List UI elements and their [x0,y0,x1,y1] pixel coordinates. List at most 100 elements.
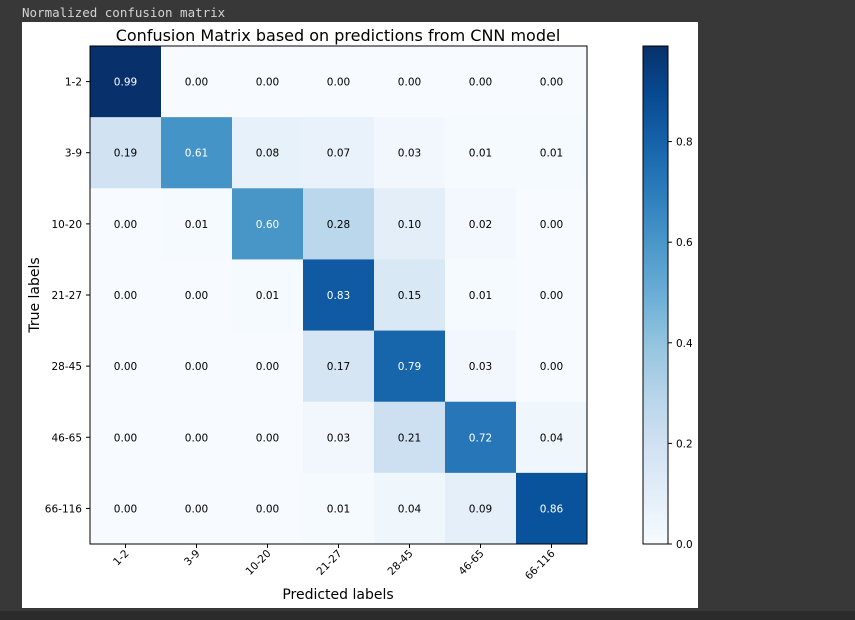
cell-value-label: 0.00 [540,290,563,302]
matrix-cell-3-3 [303,259,375,332]
cell-value-label: 0.00 [256,77,279,89]
matrix-cell-0-4 [374,46,446,118]
cell-value-label: 0.60 [256,219,279,231]
colorbar-tick-label: 0.4 [676,338,693,350]
matrix-cell-5-6 [516,401,588,474]
matrix-cell-4-6 [516,330,588,403]
cell-value-label: 0.61 [185,148,208,160]
x-tick-label: 10-20 [244,548,274,578]
y-tick-label: 46-65 [51,432,82,444]
matrix-cell-6-1 [161,472,233,545]
cell-value-label: 0.28 [327,219,350,231]
cell-value-label: 0.15 [398,290,421,302]
cell-value-label: 0.02 [469,219,492,231]
matrix-cell-1-6 [516,117,588,189]
matrix-cell-6-3 [303,472,375,545]
matrix-cell-2-4 [374,188,446,260]
matrix-cell-5-2 [232,401,304,474]
confusion-matrix-chart: Confusion Matrix based on predictions fr… [27,26,693,603]
cell-value-label: 0.00 [256,361,279,373]
matrix-cell-2-0 [90,188,162,260]
cell-value-label: 0.01 [469,148,492,160]
y-axis-ticks: 1-2 3-9 10-20 21-27 28-45 46-65 66-116 [45,77,90,515]
matrix-cell-6-6 [516,472,588,545]
matrix-cell-6-2 [232,472,304,545]
cell-value-label: 0.99 [114,77,137,89]
colorbar-tick-label: 0.8 [676,137,693,149]
cell-value-label: 0.03 [398,148,421,160]
x-tick-label: 66-116 [523,547,558,582]
matrix-cell-2-3 [303,188,375,260]
cell-value-label: 0.01 [185,219,208,231]
matrix-cell-3-6 [516,259,588,332]
x-tick-label: 28-45 [386,548,416,578]
matrix-cell-1-3 [303,117,375,189]
matrix-cell-3-0 [90,259,162,332]
matrix-cell-1-1 [161,117,233,189]
matrix-cell-5-0 [90,401,162,474]
bottom-strip [0,611,855,620]
cell-value-label: 0.08 [256,148,279,160]
cell-value-label: 0.00 [185,77,208,89]
cell-value-label: 0.00 [327,77,350,89]
matrix-cell-1-5 [445,117,517,189]
matrix-cell-0-1 [161,46,233,118]
cell-value-label: 0.00 [469,77,492,89]
cell-value-label: 0.04 [398,503,422,515]
matrix-cell-6-0 [90,472,162,545]
figure-canvas: Confusion Matrix based on predictions fr… [22,22,698,608]
matrix-cell-1-0 [90,117,162,189]
colorbar-tick-label: 0.2 [676,438,693,450]
cell-value-label: 0.10 [398,219,421,231]
y-tick-label: 1-2 [65,77,82,89]
y-tick-label: 21-27 [51,290,82,302]
y-tick-label: 10-20 [51,219,82,231]
cell-value-label: 0.09 [469,503,492,515]
matrix-cell-0-3 [303,46,375,118]
matrix-cell-0-0 [90,46,162,118]
matrix-cell-5-3 [303,401,375,474]
cell-value-label: 0.01 [327,503,350,515]
matrix-cell-4-4 [374,330,446,403]
cell-value-label: 0.03 [327,432,350,444]
cell-value-label: 0.00 [114,432,137,444]
cell-value-label: 0.17 [327,361,350,373]
colorbar [642,45,669,545]
cell-value-label: 0.00 [540,361,563,373]
matrix-cell-4-3 [303,330,375,403]
matrix-cell-1-4 [374,117,446,189]
cell-value-label: 0.00 [256,503,279,515]
cell-value-label: 0.00 [114,219,137,231]
x-tick-label: 3-9 [182,548,203,569]
x-axis-ticks: 1-2 3-9 10-20 21-27 28-45 46-65 66-116 [111,544,558,582]
matrix-cell-3-2 [232,259,304,332]
cell-value-label: 0.86 [540,503,564,515]
cell-value-label: 0.00 [185,503,208,515]
matrix-cell-2-6 [516,188,588,260]
colorbar-ticks: 0.0 0.2 0.4 0.6 0.8 [668,137,693,551]
y-tick-label: 66-116 [45,503,83,515]
matrix-cell-1-2 [232,117,304,189]
matrix-cell-6-4 [374,472,446,545]
cell-value-label: 0.01 [540,148,563,160]
matrix-cell-5-4 [374,401,446,474]
cell-value-label: 0.00 [114,503,137,515]
y-tick-label: 28-45 [51,361,82,373]
x-tick-label: 46-65 [457,548,487,578]
colorbar-tick-label: 0.0 [676,539,693,551]
matrix-cell-5-5 [445,401,517,474]
cell-value-label: 0.72 [469,432,492,444]
matrix-cell-2-2 [232,188,304,260]
cell-value-label: 0.00 [398,77,421,89]
cell-value-label: 0.00 [540,219,563,231]
matrix-cell-0-6 [516,46,588,118]
cell-value-label: 0.00 [114,290,137,302]
chart-title: Confusion Matrix based on predictions fr… [116,26,561,45]
cell-value-label: 0.21 [398,432,421,444]
cell-value-label: 0.19 [114,148,137,160]
cell-value-label: 0.00 [185,361,208,373]
cell-output-text: Normalized confusion matrix [22,5,226,20]
cell-value-label: 0.79 [398,361,421,373]
cell-value-label: 0.00 [540,77,563,89]
cell-value-label: 0.00 [185,432,208,444]
